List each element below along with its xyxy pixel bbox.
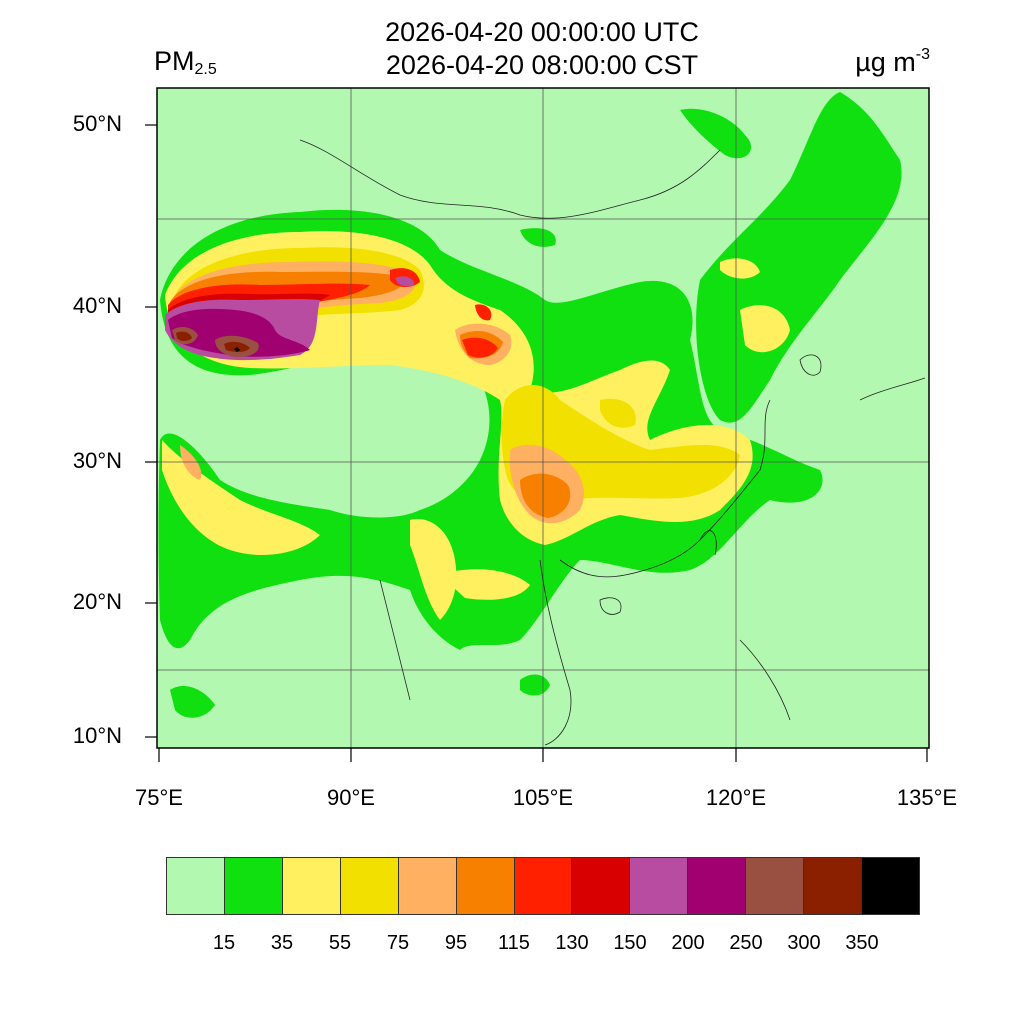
legend-tick-95: 95: [444, 932, 468, 954]
variable-label: PM2.5: [154, 46, 217, 79]
legend-tick-200: 200: [671, 932, 705, 954]
legend-tick-350: 350: [845, 932, 879, 954]
lat-label-10n: 10°N: [72, 723, 122, 748]
legend-swatch-7: [572, 858, 631, 914]
lat-label-20n: 20°N: [72, 589, 122, 614]
map-gridlines: [157, 88, 929, 748]
legend-swatch-9: [688, 858, 747, 914]
legend-tick-15: 15: [212, 932, 236, 954]
lon-label-105e: 105°E: [512, 785, 574, 810]
lat-label-50n: 50°N: [72, 111, 122, 136]
legend-tick-250: 250: [729, 932, 763, 954]
title-utc: 2026-04-20 00:00:00 UTC: [385, 17, 699, 47]
legend-tick-75: 75: [386, 932, 410, 954]
legend-swatch-5: [456, 858, 515, 914]
map-ticks: [145, 124, 928, 762]
legend-tick-55: 55: [328, 932, 352, 954]
legend-swatch-1: [224, 858, 283, 914]
legend-swatch-10: [746, 858, 805, 914]
legend-swatch-4: [398, 858, 457, 914]
legend-swatch-2: [282, 858, 341, 914]
color-legend: [166, 857, 920, 915]
legend-tick-130: 130: [555, 932, 589, 954]
legend-swatch-0: [167, 858, 225, 914]
legend-tick-150: 150: [613, 932, 647, 954]
lon-label-90e: 90°E: [327, 785, 375, 810]
legend-swatch-12: [862, 858, 919, 914]
legend-tick-35: 35: [270, 932, 294, 954]
title-cst: 2026-04-20 08:00:00 CST: [385, 50, 699, 80]
unit-superscript: -3: [915, 46, 930, 63]
lon-label-135e: 135°E: [896, 785, 958, 810]
legend-tick-115: 115: [498, 932, 530, 954]
lat-label-40n: 40°N: [72, 293, 122, 318]
map-boundaries: [299, 139, 926, 746]
lon-label-120e: 120°E: [705, 785, 767, 810]
legend-swatch-11: [804, 858, 863, 914]
unit-main: µg m: [855, 47, 916, 77]
unit-label: µg m-3: [855, 46, 930, 78]
legend-swatch-3: [340, 858, 399, 914]
variable-main: PM: [154, 46, 195, 76]
legend-swatch-6: [514, 858, 573, 914]
legend-swatch-8: [630, 858, 689, 914]
lat-label-30n: 30°N: [72, 448, 122, 473]
lon-label-75e: 75°E: [135, 785, 183, 810]
legend-tick-300: 300: [787, 932, 821, 954]
variable-subscript: 2.5: [194, 61, 217, 78]
concentration-field: [158, 92, 902, 718]
